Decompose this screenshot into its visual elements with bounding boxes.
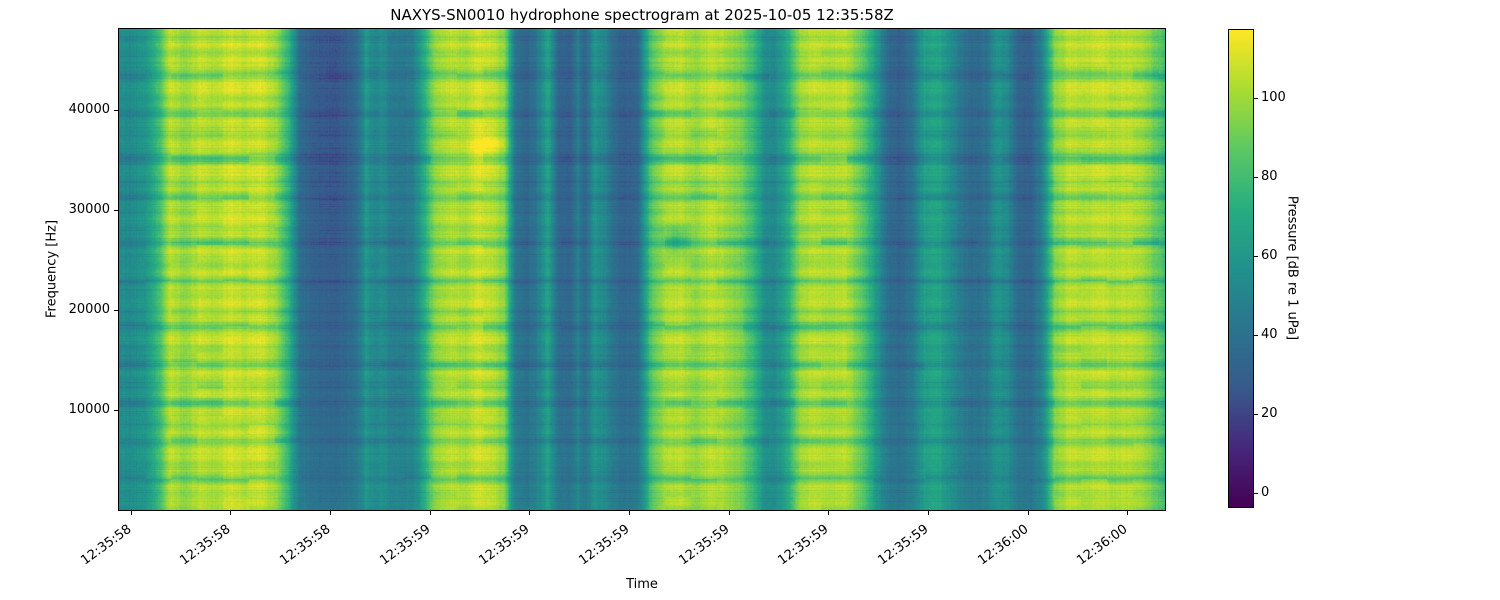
colorbar-tick-mark (1254, 97, 1258, 99)
x-tick-label: 12:35:58 (277, 521, 334, 569)
spectrogram-heatmap (119, 29, 1165, 510)
x-tick-mark (1027, 511, 1029, 515)
x-tick-mark (329, 511, 331, 515)
chart-title: NAXYS-SN0010 hydrophone spectrogram at 2… (390, 6, 894, 24)
y-tick-mark (114, 109, 118, 111)
colorbar-tick-label: 20 (1261, 406, 1278, 422)
colorbar-label: Pressure [dB re 1 uPa] (1284, 195, 1300, 341)
x-tick-mark (230, 511, 232, 515)
colorbar-tick-mark (1254, 413, 1258, 415)
x-tick-mark (628, 511, 630, 515)
x-tick-mark (429, 511, 431, 515)
y-tick-mark (114, 209, 118, 211)
colorbar-tick-mark (1254, 255, 1258, 257)
x-tick-label: 12:35:59 (676, 521, 733, 569)
x-tick-label: 12:35:59 (875, 521, 932, 569)
colorbar-tick-mark (1254, 176, 1258, 178)
y-axis-label: Frequency [Hz] (44, 219, 60, 319)
x-axis-label: Time (626, 577, 658, 592)
y-tick-label: 20000 (68, 302, 110, 317)
x-tick-label: 12:35:58 (177, 521, 234, 569)
plot-area (118, 28, 1166, 511)
colorbar-gradient (1229, 30, 1253, 507)
y-tick-mark (114, 409, 118, 411)
x-tick-label: 12:35:58 (77, 521, 135, 569)
colorbar-tick-label: 60 (1261, 248, 1278, 264)
x-tick-mark (927, 511, 929, 515)
x-tick-label: 12:36:00 (1074, 521, 1131, 569)
x-tick-label: 12:35:59 (775, 521, 832, 569)
x-tick-label: 12:36:00 (975, 521, 1032, 569)
colorbar-tick-label: 100 (1261, 90, 1286, 106)
y-tick-label: 30000 (68, 202, 110, 217)
x-tick-mark (529, 511, 531, 515)
x-tick-label: 12:35:59 (576, 521, 633, 569)
y-tick-label: 10000 (68, 402, 110, 417)
colorbar-tick-label: 80 (1261, 169, 1278, 185)
x-tick-mark (1127, 511, 1129, 515)
colorbar-tick-mark (1254, 492, 1258, 494)
x-tick-label: 12:35:59 (377, 521, 434, 569)
x-tick-mark (728, 511, 730, 515)
colorbar-tick-label: 0 (1261, 485, 1270, 501)
colorbar-tick-label: 40 (1261, 327, 1278, 343)
y-tick-label: 40000 (68, 102, 110, 117)
x-tick-label: 12:35:59 (476, 521, 533, 569)
colorbar (1228, 29, 1254, 508)
colorbar-tick-mark (1254, 334, 1258, 336)
y-tick-mark (114, 309, 118, 311)
x-tick-mark (828, 511, 830, 515)
x-tick-mark (130, 511, 132, 515)
